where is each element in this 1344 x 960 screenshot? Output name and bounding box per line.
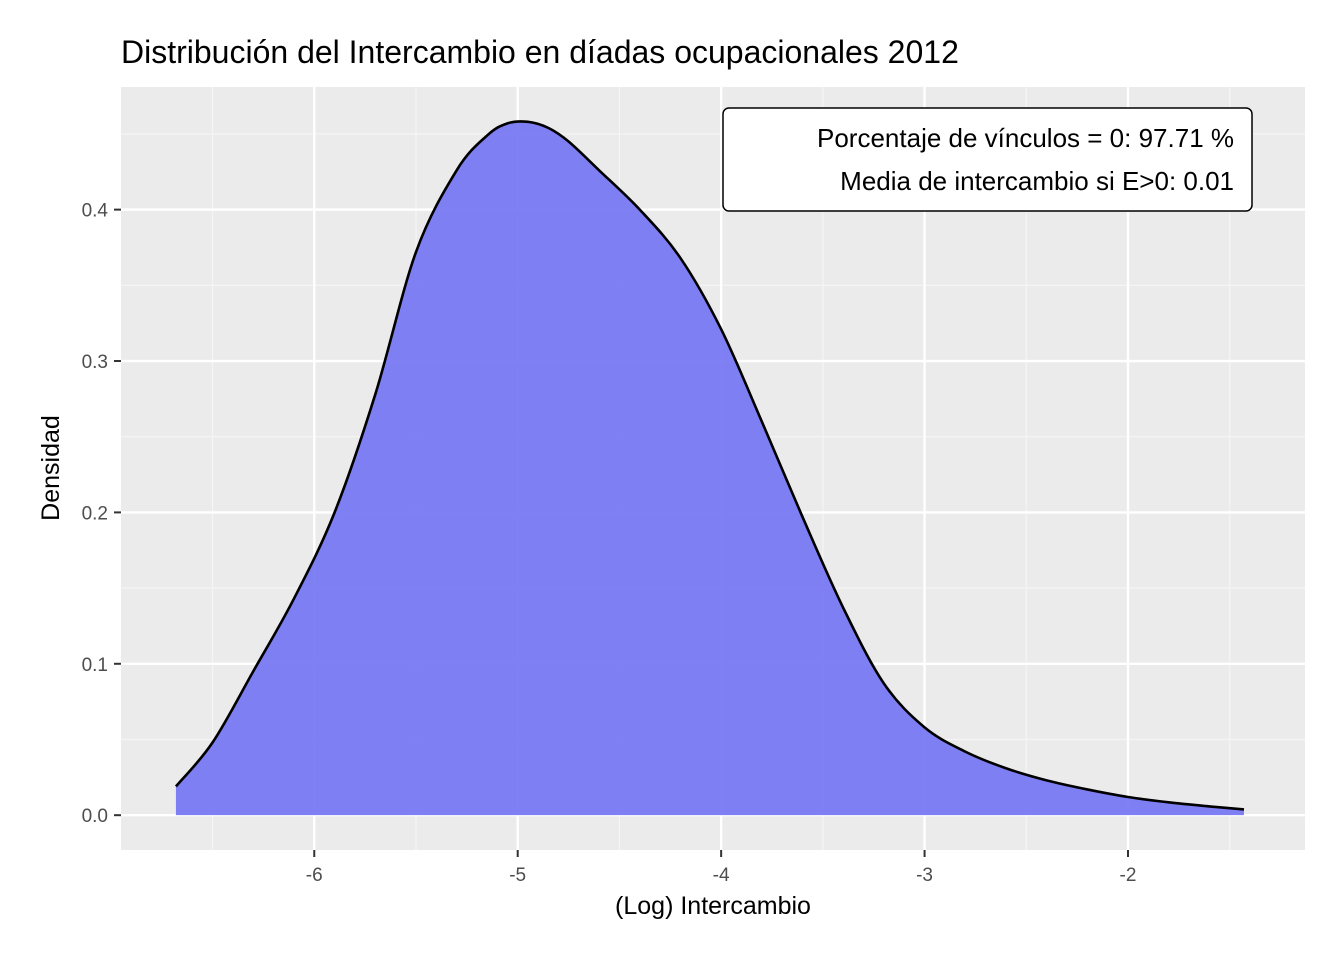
annotation-border xyxy=(722,107,1253,212)
y-tick-label: 0.2 xyxy=(82,503,108,524)
density-line xyxy=(174,120,1245,811)
y-tick-label: 0.1 xyxy=(82,655,108,676)
x-tick-label: -4 xyxy=(713,865,730,886)
x-axis-ticks: -6 -5 -4 -3 -2 xyxy=(306,850,1137,886)
x-tick-label: -3 xyxy=(916,865,933,886)
y-tick-label: 0.0 xyxy=(82,806,108,827)
y-axis-title: Densidad xyxy=(37,415,65,521)
x-axis-title: (Log) Intercambio xyxy=(615,892,811,920)
x-tick-label: -6 xyxy=(306,865,323,886)
chart-title: Distribución del Intercambio en díadas o… xyxy=(121,34,959,70)
y-axis-ticks: 0.0 0.1 0.2 0.3 0.4 xyxy=(82,201,121,827)
annotation-line-zero-links: Porcentaje de vínculos = 0: 97.71 % xyxy=(817,123,1234,153)
y-tick-label: 0.3 xyxy=(82,352,108,373)
x-tick-label: -2 xyxy=(1120,865,1137,886)
annotation-box: Porcentaje de vínculos = 0: 97.71 % Medi… xyxy=(722,107,1253,212)
density-area xyxy=(175,121,1244,816)
y-tick-label: 0.4 xyxy=(82,201,109,222)
annotation-line-mean-exchange: Media de intercambio si E>0: 0.01 xyxy=(840,166,1234,196)
x-tick-label: -5 xyxy=(509,865,526,886)
